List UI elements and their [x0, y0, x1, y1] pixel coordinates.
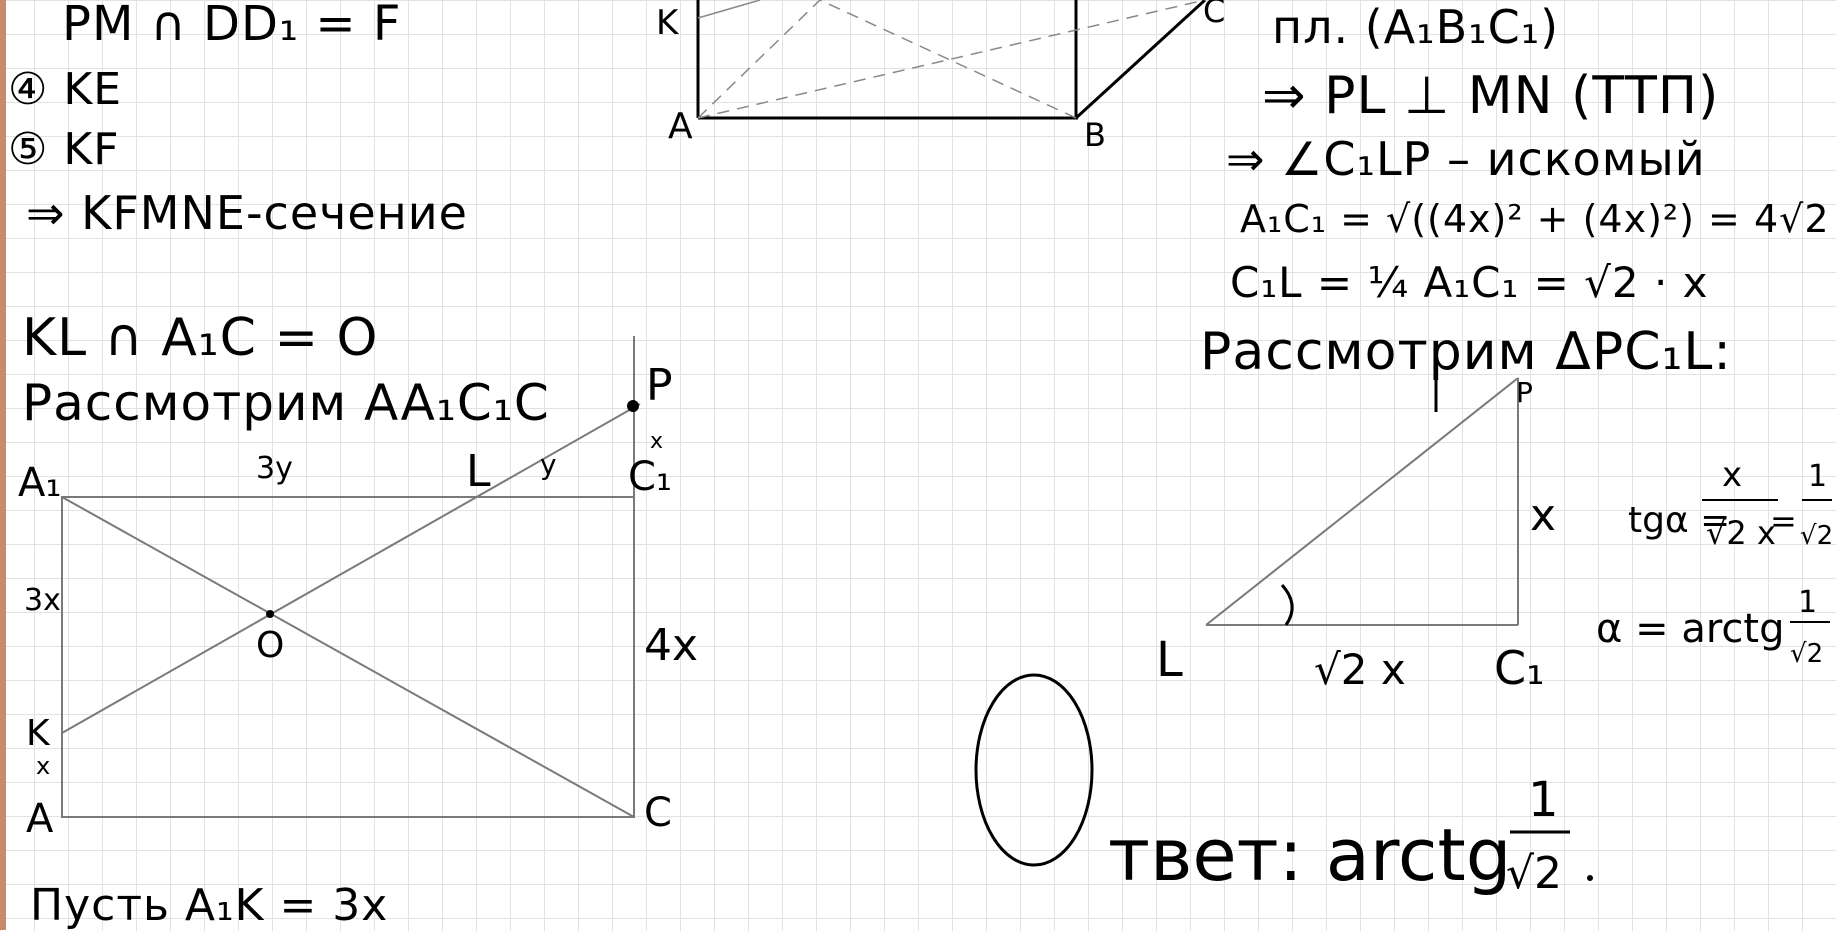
tri-angle-arc: [1280, 583, 1294, 626]
tan-eq: =: [1770, 502, 1797, 540]
note-a1c1-calc: A₁C₁ = √((4x)² + (4x)²) = 4√2 · x: [1240, 197, 1836, 241]
tan-num: x: [1722, 455, 1742, 495]
tri-label-l: L: [1156, 632, 1183, 688]
rect-label-x-small: x: [36, 752, 50, 780]
alpha-text: α = arctg: [1596, 606, 1784, 652]
rect-label-k: K: [26, 713, 51, 754]
cube-dash-1: [697, 0, 1206, 119]
note-let-a1k: Пусть A₁K = 3x: [30, 880, 389, 931]
answer-period: [1587, 875, 1593, 881]
cube-label-a: A: [668, 106, 693, 147]
tri-label-x: x: [1530, 490, 1556, 541]
note-step5: ⑤ KF: [8, 124, 120, 175]
note-pm-dd1: PM ∩ DD₁ = F: [62, 0, 402, 52]
cube-edge-b-c: [1074, 0, 1207, 120]
rect-diagonal-a1c: [61, 496, 635, 818]
tan-num2: 1: [1808, 459, 1827, 494]
note-section: ⇒ KFMNE-сечение: [26, 186, 468, 240]
rect-label-o: O: [256, 625, 284, 666]
cube-label-k: K: [656, 3, 680, 43]
rect-label-4x: 4x: [644, 620, 698, 671]
tan-lhs: tgα =: [1628, 500, 1730, 541]
cube-label-c: C: [1203, 0, 1225, 30]
paper-edge: [0, 0, 6, 930]
rect-line-kp: [61, 403, 641, 734]
tri-label-base: √2 x: [1314, 645, 1406, 694]
alpha-den: √2: [1790, 639, 1823, 669]
cube-label-b: B: [1084, 116, 1106, 154]
rect-label-c: C: [644, 790, 672, 836]
note-consider-triangle: Рассмотрим ΔPC₁L:: [1200, 322, 1732, 382]
rect-label-c1: C₁: [628, 454, 672, 500]
cube-dash-2: [697, 0, 821, 119]
tan-den: √2 x: [1706, 514, 1776, 552]
rect-outline: [61, 496, 635, 818]
rect-label-y: y: [540, 448, 557, 481]
answer-den: √2: [1506, 848, 1562, 899]
note-step4: ④ KE: [8, 64, 123, 115]
tri-label-p: P: [1516, 376, 1533, 409]
note-angle-sought: ⇒ ∠C₁LP – искомый: [1226, 132, 1706, 186]
point-o: [266, 610, 274, 618]
rect-label-3x: 3x: [24, 583, 61, 618]
note-consider-aa1c1c: Рассмотрим AA₁C₁C: [22, 374, 550, 432]
point-p: [627, 400, 639, 412]
tri-label-c1: C₁: [1494, 641, 1545, 695]
answer-big-o-ellipse: [974, 673, 1094, 867]
rect-label-l: L: [466, 446, 491, 497]
cube-thin-k: [697, 0, 761, 19]
answer-num: 1: [1528, 772, 1559, 828]
tan-den2: √2: [1800, 521, 1833, 551]
note-pl-perp-mn: ⇒ PL ⊥ MN (ТТП): [1262, 66, 1720, 126]
rect-label-3y: 3y: [256, 451, 293, 486]
cube-dash-3: [819, 0, 1077, 119]
note-kl-a1c: KL ∩ A₁C = O: [22, 308, 379, 368]
answer-text: твет: arctg: [1108, 813, 1511, 897]
alpha-num: 1: [1798, 585, 1817, 620]
rect-label-a: A: [26, 796, 54, 842]
note-c1l-calc: C₁L = ¼ A₁C₁ = √2 · x: [1230, 258, 1709, 307]
note-plane-a1b1c1: пл. (A₁B₁C₁): [1272, 0, 1560, 54]
tri-hyp-lp: [1205, 377, 1519, 626]
rect-label-p: P: [646, 360, 673, 411]
rect-label-x-top: x: [650, 429, 663, 454]
rect-label-a1: A₁: [18, 460, 61, 506]
